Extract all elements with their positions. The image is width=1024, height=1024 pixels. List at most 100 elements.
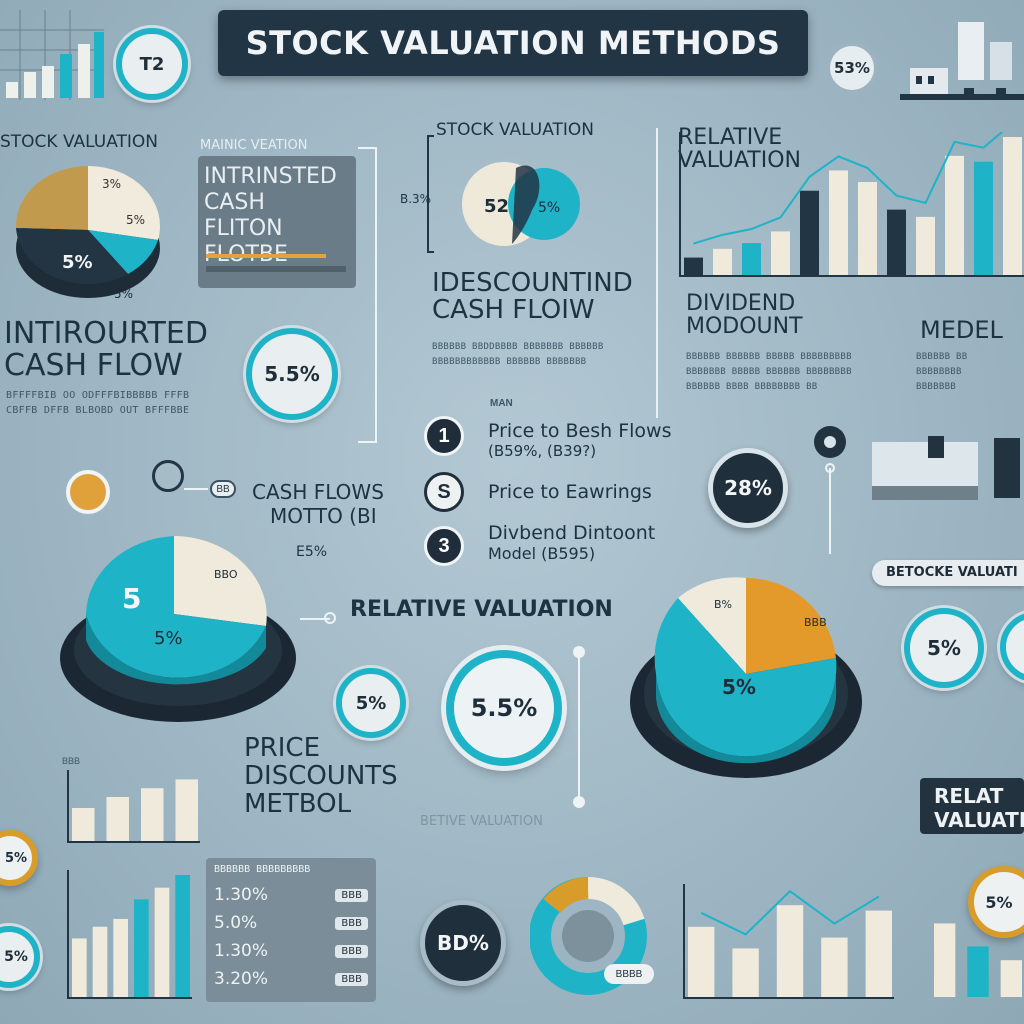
bottom-bar-chart: [67, 870, 192, 999]
pie-label: 52: [484, 196, 509, 217]
pie-slice: [746, 577, 836, 674]
top-right-percent-badge: 53%: [826, 42, 878, 94]
pie-label: 5%: [538, 200, 560, 216]
ring-bd-percent: BD%: [420, 900, 506, 986]
rates-table: BBBBBB BBBBBBBBB 1.30% BBB 5.0% BBB 1.30% BBB…: [206, 858, 376, 1002]
list-item: 1 Price to Besh Flows (B59%, (B39?): [424, 416, 684, 460]
left-fine-text: BFFFFBIB OO ODFFFBIBBBBB FFFB CBFFB DFFB…: [6, 390, 190, 416]
table-cell-value: BBB: [335, 888, 368, 902]
svg-text:3%: 3%: [102, 177, 121, 191]
donut-chart: [530, 876, 647, 995]
big-left-pie-chart: 5 5% BBO: [60, 536, 296, 722]
bar: [6, 82, 18, 98]
faint-label: BETIVE VALUATION: [420, 814, 543, 829]
svg-text:5%: 5%: [114, 287, 133, 301]
table-row: 1.30% BBB: [214, 881, 368, 909]
bar: [732, 948, 759, 997]
relative-valuation-mid: RELATIVE VALUATION: [350, 597, 613, 622]
bar: [78, 44, 90, 98]
ring-5-5-percent: 5.5%: [246, 328, 338, 420]
bar: [945, 155, 964, 275]
donut-slice: [587, 876, 645, 926]
bracket-divider: [358, 147, 377, 443]
center-connector-line: [578, 650, 580, 800]
intrinsic-panel: INTRINSTED CASH FLITON FLOTBE: [198, 156, 356, 288]
pie-label: 5: [122, 582, 141, 615]
pie-label: BBB: [804, 616, 827, 629]
bar: [934, 923, 956, 997]
city-buildings-icon: [900, 22, 1024, 100]
ring-bottom-right: 5%: [968, 866, 1024, 938]
clock-icon: T2: [116, 28, 188, 100]
bar: [175, 779, 198, 841]
relative-valuation-heading: RELATIVE VALUATION: [678, 125, 801, 174]
page-title: STOCK VALUATION METHODS: [245, 24, 781, 62]
left-big-heading: INTIROURTED CASH FLOW: [4, 316, 208, 383]
bar: [916, 216, 935, 275]
right-building-icon: [872, 436, 1020, 500]
left-stock-valuation-caption: STOCK VALUATION: [0, 132, 159, 152]
bar: [154, 887, 170, 997]
clock-label: T2: [139, 53, 165, 75]
bar: [742, 243, 761, 275]
right-tag: BETOCKE VALUATI: [872, 560, 1024, 586]
gauge-icon: [66, 470, 110, 514]
bar: [72, 808, 95, 841]
number-badge: 3: [424, 526, 464, 566]
table-cell-value: BBB: [335, 916, 368, 930]
bar: [829, 170, 848, 275]
donut-label: BBBB: [604, 964, 654, 984]
price-discounts-label: PRICE DISCOUNTS METBOL: [244, 733, 398, 819]
bottom-right-bar-chart: [934, 923, 1022, 997]
bar: [113, 918, 128, 997]
intrinsic-caption: MAINIC VEATION: [200, 138, 308, 153]
bar: [713, 248, 732, 275]
table-cell-pct: 1.30%: [214, 885, 269, 905]
bar: [771, 231, 790, 275]
bar: [684, 257, 703, 275]
table-cell-pct: 5.0%: [214, 913, 258, 933]
list-item: 3 Divbend Dintoont Model (B595): [424, 522, 684, 566]
bar: [887, 209, 906, 275]
pie-slice: [88, 230, 158, 274]
ring-bottom-left-2: 5%: [0, 926, 40, 988]
connector-badge: BB: [210, 480, 236, 498]
bar: [967, 946, 989, 997]
relative-bar-chart: [679, 132, 1024, 277]
number-badge: 1: [424, 416, 464, 456]
ring-28-percent: 28%: [708, 448, 788, 528]
clock-small-icon: [152, 460, 184, 492]
relat-tag: RELAT VALUATI: [920, 778, 1024, 834]
bar: [72, 938, 87, 997]
bar: [1003, 137, 1022, 275]
list-caption: MAN: [490, 398, 513, 409]
pie-slice: [174, 536, 267, 626]
bottom-center-bar-chart: [683, 884, 894, 999]
table-cell-pct: 3.20%: [214, 969, 269, 989]
ring-5-percent-left: 5%: [336, 668, 406, 738]
bar: [1000, 960, 1022, 997]
big-right-pie-chart: 5% B% BBB: [630, 577, 862, 778]
bar: [175, 875, 190, 997]
center-bracket: [427, 135, 434, 253]
pie-slice: [678, 577, 746, 674]
valuation-methods-list: 1 Price to Besh Flows (B59%, (B39?) S Pr…: [424, 416, 684, 566]
bar: [94, 32, 104, 98]
list-item: S Price to Eawrings: [424, 472, 684, 512]
table-cell-pct: 1.30%: [214, 941, 269, 961]
vertical-divider: [656, 128, 658, 418]
pie-slice: [86, 536, 266, 678]
bar: [141, 788, 164, 841]
svg-text:5%: 5%: [126, 213, 145, 227]
pie-label: B%: [714, 598, 732, 611]
table-cell-value: BBB: [335, 944, 368, 958]
center-stock-valuation-caption: STOCK VALUATION: [436, 120, 595, 140]
small-bar-label: BBB: [62, 756, 81, 766]
ring-bottom-left-1: 5%: [0, 830, 38, 886]
table-row: 3.20% BBB: [214, 965, 368, 993]
bar: [106, 797, 129, 841]
left-pie-chart: 3% 5% 5% 5%: [15, 166, 160, 301]
model-heading: MEDEL: [920, 316, 1003, 344]
center-discounting-heading: IDESCOUNTIND CASH FLOIW: [432, 268, 633, 326]
center-fine-text: BBBBBB BBDDBBBB BBBBBBB BBBBBB BBBBBBBBB…: [432, 342, 604, 367]
